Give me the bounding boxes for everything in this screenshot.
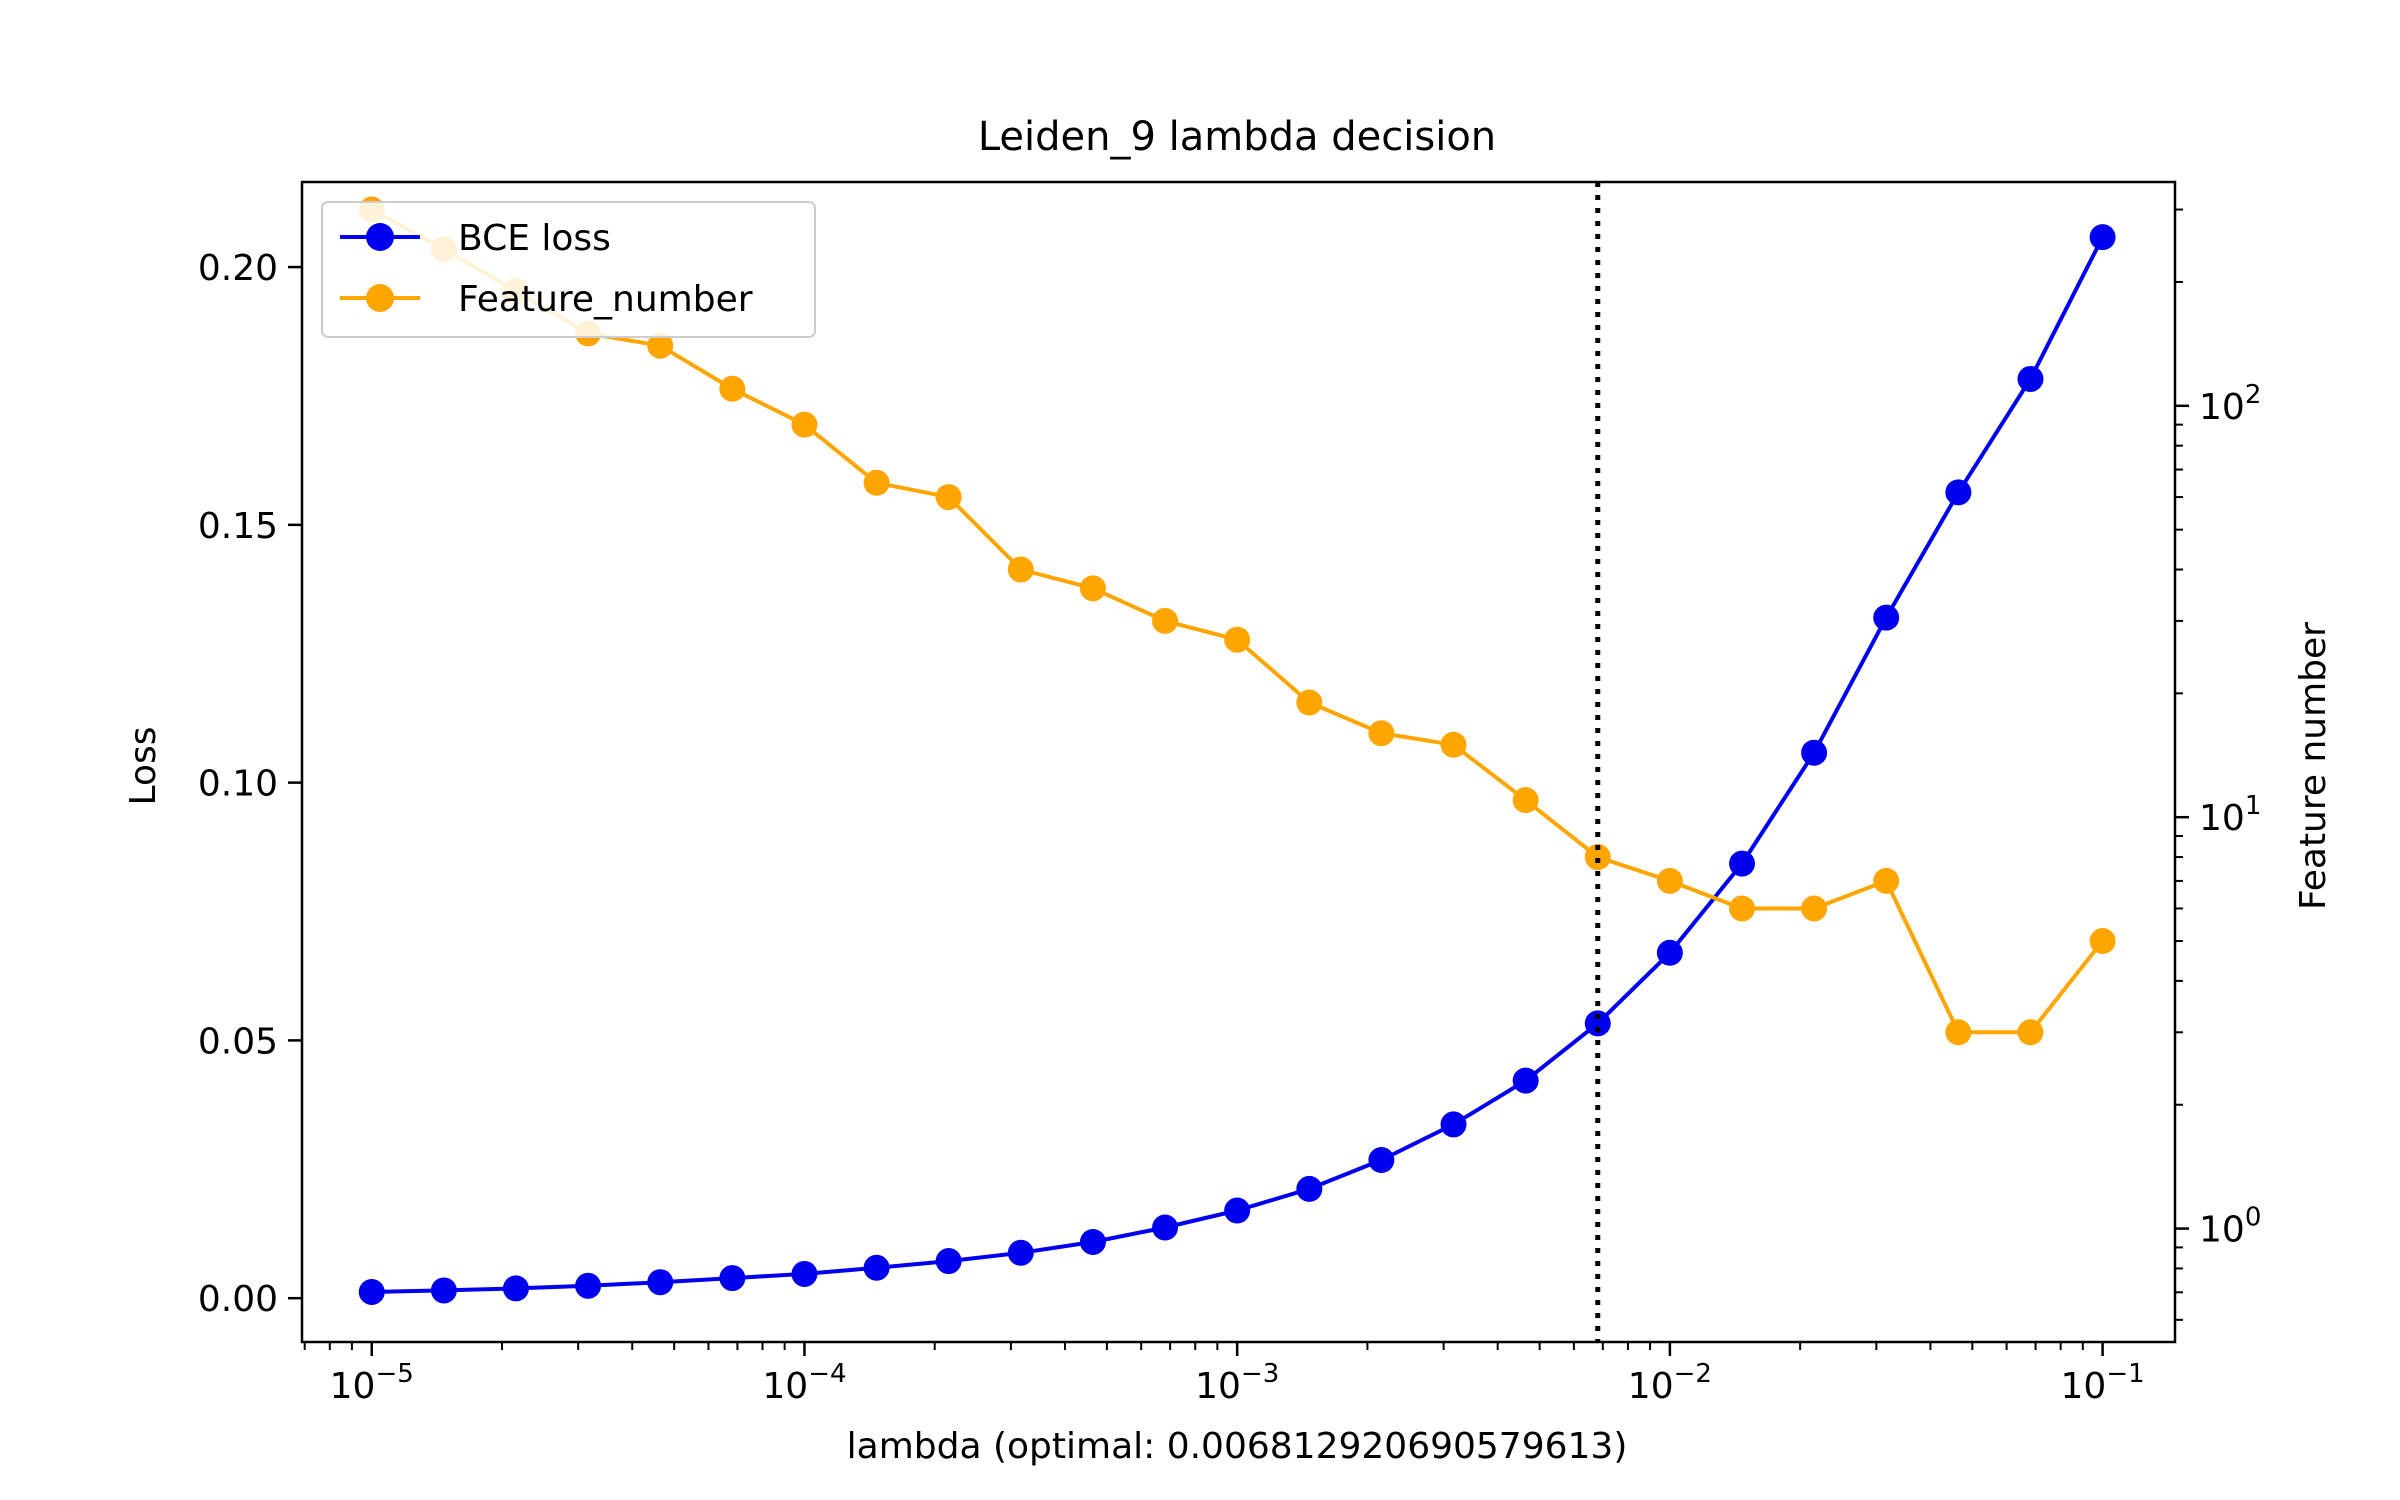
legend-box bbox=[321, 201, 816, 338]
legend-marker-features bbox=[366, 284, 394, 312]
series-1-point bbox=[1224, 626, 1251, 653]
series-1-point bbox=[1296, 689, 1323, 716]
x-tick-label: 10−3 bbox=[1195, 1359, 1279, 1407]
series-0-point bbox=[1945, 479, 1972, 506]
series-1-point bbox=[1512, 787, 1539, 814]
series-1-point bbox=[791, 411, 818, 438]
y-tick-label: 0.10 bbox=[198, 764, 278, 805]
series-1-point bbox=[1152, 607, 1179, 634]
legend-marker-bce bbox=[366, 223, 394, 251]
x-tick-label: 10−2 bbox=[1628, 1359, 1712, 1407]
series-0-point bbox=[502, 1275, 529, 1302]
x-tick-label: 10−4 bbox=[762, 1359, 846, 1407]
series-0-point bbox=[1296, 1175, 1323, 1202]
y-tick-label: 0.15 bbox=[198, 506, 278, 547]
series-1-point bbox=[1584, 844, 1611, 871]
legend: BCE loss Feature_number bbox=[321, 201, 816, 338]
y-tick-label: 0.00 bbox=[198, 1279, 278, 1320]
series-0-point bbox=[719, 1265, 746, 1292]
series-0-point bbox=[1512, 1067, 1539, 1094]
series-1-point bbox=[1368, 720, 1395, 747]
series-0-point bbox=[430, 1277, 457, 1304]
legend-label-bce: BCE loss bbox=[458, 218, 611, 259]
x-tick-label: 10−5 bbox=[330, 1359, 414, 1407]
series-0-point bbox=[2017, 365, 2044, 392]
series-1-point bbox=[647, 332, 674, 359]
series-0-point bbox=[1873, 604, 1900, 631]
series-0-point bbox=[1801, 739, 1828, 766]
y2-tick-label: 102 bbox=[2199, 380, 2261, 428]
series-0-point bbox=[1007, 1239, 1034, 1266]
y-tick-label: 0.05 bbox=[198, 1021, 278, 1062]
series-0-point bbox=[647, 1269, 674, 1296]
x-tick-label: 10−1 bbox=[2061, 1359, 2145, 1407]
series-0-point bbox=[575, 1272, 602, 1299]
y2-axis-label: Feature number bbox=[2293, 622, 2334, 910]
plot-frame bbox=[300, 180, 2177, 1344]
series-0-point bbox=[791, 1260, 818, 1287]
series-0-point bbox=[1656, 939, 1683, 966]
series-0-point bbox=[358, 1278, 385, 1305]
y2-axis-ticks: 100 101 102 bbox=[2175, 208, 2261, 1321]
series-0-point bbox=[1079, 1228, 1106, 1255]
series-1-point bbox=[1007, 556, 1034, 583]
series-1-point bbox=[1440, 731, 1467, 758]
series-1-point bbox=[863, 469, 890, 496]
series-1-point bbox=[1656, 867, 1683, 894]
chart-title: Leiden_9 lambda decision bbox=[978, 114, 1496, 160]
series-1-point bbox=[935, 484, 962, 511]
series-0-point bbox=[1584, 1010, 1611, 1037]
x-axis-label: lambda (optimal: 0.006812920690579613) bbox=[847, 1426, 1628, 1467]
series-1-point bbox=[1801, 895, 1828, 922]
series-0-point bbox=[1224, 1197, 1251, 1224]
y-tick-label: 0.20 bbox=[198, 248, 278, 289]
series-1-point bbox=[1729, 895, 1756, 922]
series-1-point bbox=[719, 375, 746, 402]
series-0-point bbox=[2089, 224, 2116, 251]
series-0-point bbox=[935, 1248, 962, 1275]
y-axis-label: Loss bbox=[123, 727, 164, 806]
series-1-point bbox=[1079, 575, 1106, 602]
series-1-point bbox=[2017, 1019, 2044, 1046]
series-0-point bbox=[1440, 1111, 1467, 1138]
series-0-point bbox=[1729, 850, 1756, 877]
y-axis-ticks: 0.00 0.05 0.10 0.15 0.20 bbox=[198, 248, 302, 1320]
x-axis-ticks: 10−5 10−4 10−3 10−2 10−1 bbox=[303, 1342, 2145, 1407]
series-1-point bbox=[2089, 928, 2116, 955]
y2-tick-label: 100 bbox=[2199, 1203, 2261, 1251]
series-1-point bbox=[1945, 1019, 1972, 1046]
series-1-point bbox=[1873, 867, 1900, 894]
y2-tick-label: 101 bbox=[2199, 791, 2261, 839]
series-0-point bbox=[1152, 1214, 1179, 1241]
series-0-point bbox=[1368, 1147, 1395, 1174]
legend-label-features: Feature_number bbox=[458, 279, 753, 320]
series-0-point bbox=[863, 1254, 890, 1281]
